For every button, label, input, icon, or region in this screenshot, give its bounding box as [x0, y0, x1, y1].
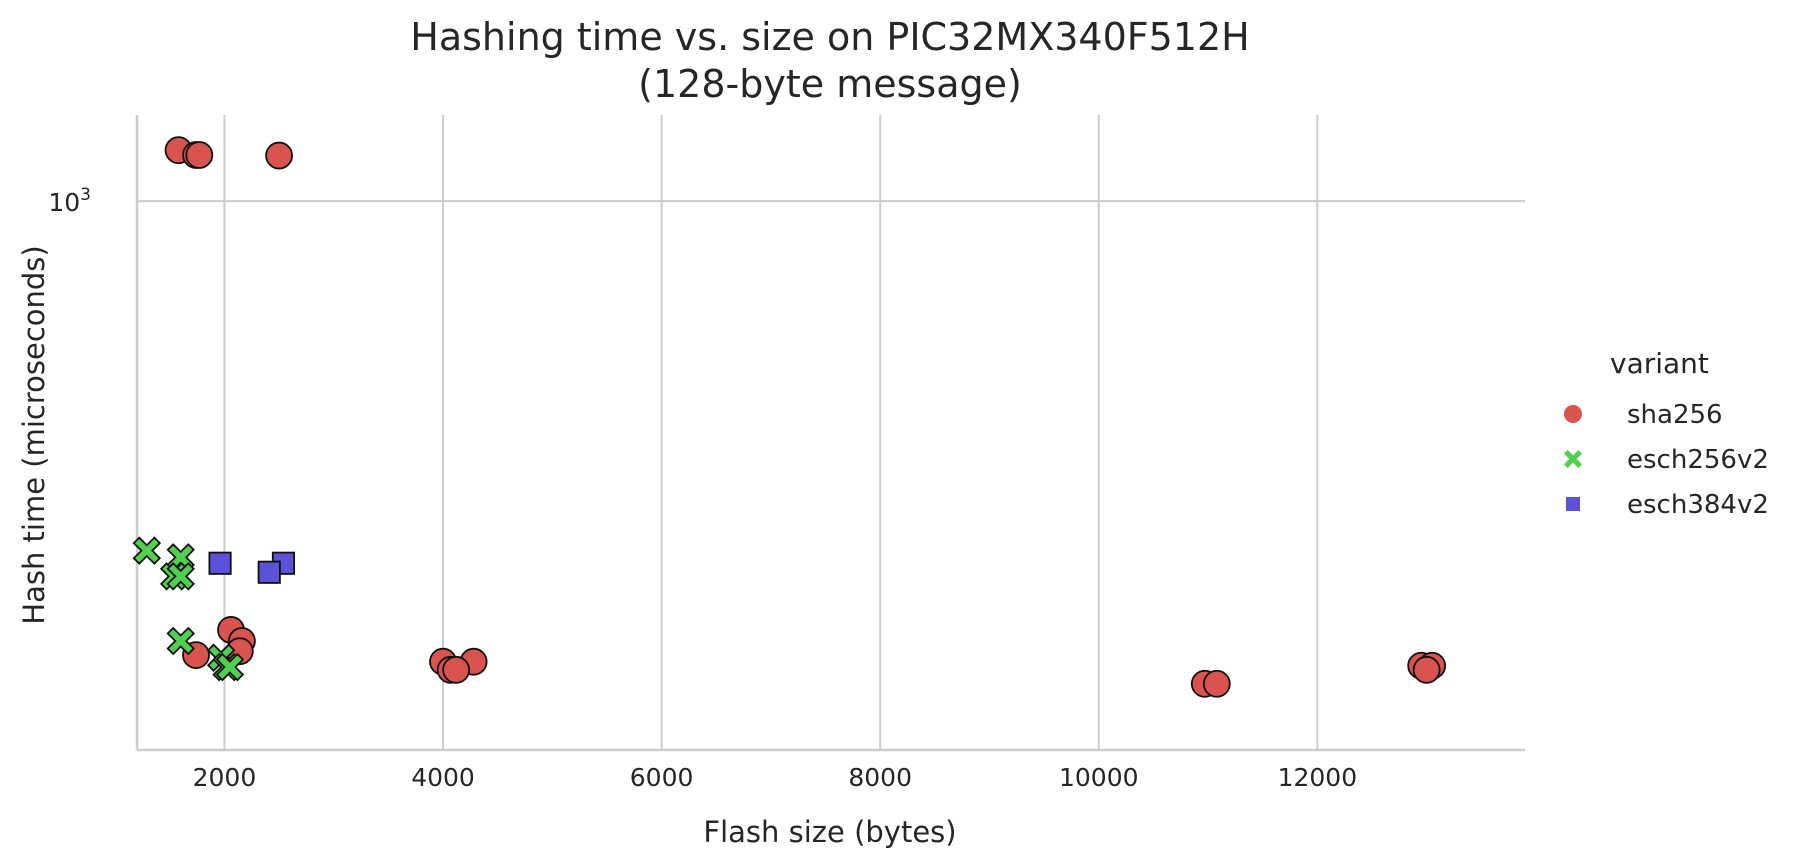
y-tick-label: 103 [48, 185, 91, 217]
esch384v2-point [257, 560, 281, 584]
x-tick-label: 8000 [848, 763, 912, 792]
esch384v2-point [208, 551, 232, 575]
esch256v2-point [166, 562, 195, 591]
data-points [132, 136, 1447, 698]
x-axis-label: Flash size (bytes) [703, 815, 956, 849]
sha256-point [185, 141, 214, 169]
legend-marker-esch384v2 [1566, 497, 1580, 511]
sha256-point [265, 141, 293, 170]
series-esch256v2 [132, 536, 245, 682]
sha256-point [1202, 669, 1231, 698]
legend-label-esch384v2: esch384v2 [1627, 490, 1769, 520]
legend: variant sha256 esch256v2 esch384v2 [1564, 347, 1769, 520]
x-tick-label: 10000 [1059, 763, 1139, 792]
legend-marker-esch256v2 [1564, 450, 1582, 468]
legend-marker-sha256 [1564, 405, 1582, 423]
esch256v2-point [132, 536, 162, 565]
grid-lines [137, 115, 1525, 750]
legend-item-esch256v2: esch256v2 [1564, 445, 1769, 475]
axes [135, 115, 1525, 752]
legend-label-sha256: sha256 [1627, 400, 1723, 430]
tick-labels: 2000 4000 6000 8000 10000 12000 103 [48, 185, 1357, 792]
x-tick-label: 12000 [1278, 763, 1358, 792]
sha256-point [1412, 655, 1441, 684]
chart-title-line-1: Hashing time vs. size on PIC32MX340F512H [410, 15, 1249, 59]
x-tick-label: 4000 [411, 763, 475, 792]
x-tick-label: 6000 [630, 763, 694, 792]
esch256v2-point [166, 626, 195, 656]
legend-item-esch384v2: esch384v2 [1566, 490, 1769, 520]
series-sha256 [164, 136, 1447, 698]
legend-label-esch256v2: esch256v2 [1627, 445, 1769, 475]
esch256v2-point [215, 652, 245, 682]
legend-title: variant [1610, 347, 1709, 380]
legend-item-sha256: sha256 [1564, 400, 1723, 430]
sha256-point [442, 655, 471, 684]
series-esch384v2 [208, 551, 296, 584]
chart-title-line-2: (128-byte message) [638, 62, 1022, 106]
x-tick-label: 2000 [193, 763, 257, 792]
y-axis-label: Hash time (microseconds) [17, 245, 51, 624]
